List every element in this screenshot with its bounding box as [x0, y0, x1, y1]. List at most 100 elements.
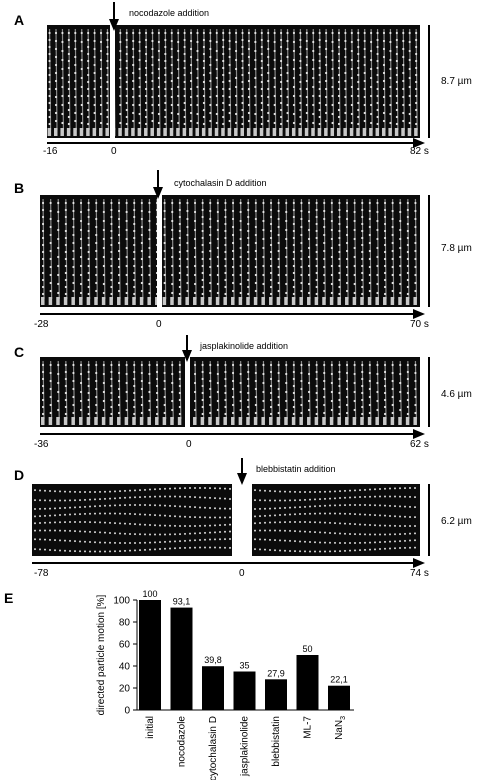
kymograph-dot — [216, 95, 218, 97]
kymograph-dot — [319, 550, 321, 552]
kymograph-dot — [284, 550, 286, 552]
time-axis — [47, 142, 415, 144]
kymograph-dot — [229, 120, 231, 122]
kymograph-dot — [50, 202, 52, 204]
kymograph-dot — [103, 274, 105, 276]
kymograph-dot — [164, 515, 166, 517]
kymograph-dot — [65, 237, 67, 239]
kymograph-base — [375, 417, 379, 425]
kymograph-base — [353, 417, 357, 425]
kymograph-dot — [374, 504, 376, 506]
kymograph-base — [234, 128, 238, 136]
kymograph-dot — [164, 88, 166, 90]
kymograph-streak — [146, 29, 147, 130]
kymograph-dot — [164, 250, 166, 252]
kymograph-dot — [285, 274, 287, 276]
kymograph-dot — [100, 50, 102, 52]
kymograph-dot — [278, 396, 280, 398]
kymograph-dot — [248, 72, 250, 74]
kymograph-dot — [57, 283, 59, 285]
kymograph-dot — [267, 112, 269, 114]
kymograph-dot — [414, 539, 416, 541]
kymograph-dot — [314, 498, 316, 500]
kymograph-dot — [261, 81, 263, 83]
kymograph-dot — [64, 514, 66, 516]
kymograph-dot — [49, 522, 51, 524]
kymograph-dot — [331, 68, 333, 70]
kymograph-dot — [407, 272, 409, 274]
kymograph-base — [353, 297, 357, 305]
kymograph-dot — [308, 382, 310, 384]
kymograph-dot — [203, 102, 205, 104]
kymograph-dot — [299, 513, 301, 515]
kymograph-dot — [100, 122, 102, 124]
kymograph-image — [47, 25, 420, 138]
kymograph-dot — [124, 550, 126, 552]
kymograph-dot — [100, 77, 102, 79]
kymograph-dot — [267, 80, 269, 82]
kymograph-dot — [99, 550, 101, 552]
kymograph-dot — [319, 123, 321, 125]
kymograph-dot — [261, 53, 263, 55]
kymograph-dot — [50, 364, 52, 366]
kymograph-dot — [338, 272, 340, 274]
kymograph-dot — [194, 532, 196, 534]
kymograph-dot — [74, 120, 76, 122]
kymograph-dot — [88, 230, 90, 232]
kymograph-base — [324, 128, 328, 136]
kymograph-dot — [119, 77, 121, 79]
kymograph-dot — [87, 88, 89, 90]
kymograph-dot — [285, 265, 287, 267]
kymograph-dot — [139, 513, 141, 515]
kymograph-dot — [300, 250, 302, 252]
kymograph-dot — [94, 531, 96, 533]
kymograph-dot — [248, 56, 250, 58]
kymograph-dot — [219, 497, 221, 499]
kymograph-dot — [255, 364, 257, 366]
kymograph-dot — [354, 409, 356, 411]
kymograph-dot — [209, 507, 211, 509]
kymograph-dot — [361, 385, 363, 387]
kymograph-dot — [194, 364, 196, 366]
kymograph-dot — [339, 513, 341, 515]
kymograph-dot — [177, 32, 179, 34]
kymograph-dot — [270, 244, 272, 246]
kymograph-dot — [308, 274, 310, 276]
kymograph-dot — [186, 202, 188, 204]
kymograph-dot — [331, 364, 333, 366]
kymograph-dot — [299, 116, 301, 118]
kymograph-dot — [314, 550, 316, 552]
kymograph-dot — [89, 521, 91, 523]
kymograph-dot — [171, 274, 173, 276]
kymograph-dot — [57, 238, 59, 240]
kymograph-dot — [374, 524, 376, 526]
kymograph-dot — [414, 250, 416, 252]
kymograph-dot — [285, 364, 287, 366]
kymograph-dot — [354, 202, 356, 204]
kymograph-dot — [209, 32, 211, 34]
kymograph-dot — [389, 548, 391, 550]
kymograph-dot — [262, 292, 264, 294]
kymograph-dot — [383, 48, 385, 50]
kymograph-dot — [240, 211, 242, 213]
kymograph-base — [273, 128, 277, 136]
kymograph-dot — [224, 392, 226, 394]
kymograph-dot — [100, 113, 102, 115]
kymograph-dot — [389, 505, 391, 507]
kymograph-dot — [306, 56, 308, 58]
kymograph-dot — [219, 547, 221, 549]
kymograph-dot — [164, 226, 166, 228]
kymograph-dot — [399, 391, 401, 393]
kymograph-dot — [203, 74, 205, 76]
kymograph-dot — [294, 506, 296, 508]
kymograph-dot — [229, 56, 231, 58]
kymograph-dot — [216, 59, 218, 61]
kymograph-dot — [300, 242, 302, 244]
kymograph-dot — [235, 77, 237, 79]
kymograph-dot — [261, 102, 263, 104]
kymograph-dot — [370, 122, 372, 124]
kymograph-dot — [334, 532, 336, 534]
kymograph-dot — [384, 258, 386, 260]
kymograph-dot — [396, 95, 398, 97]
kymograph-dot — [235, 50, 237, 52]
